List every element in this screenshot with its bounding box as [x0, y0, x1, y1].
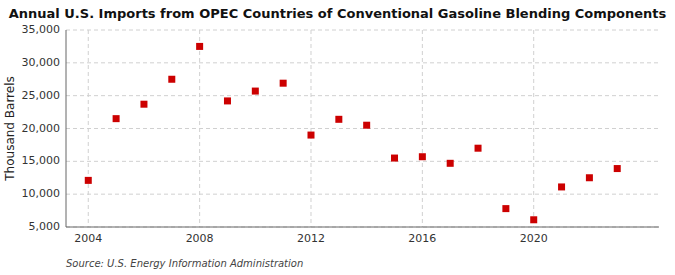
data-point [168, 76, 175, 83]
data-point [447, 160, 454, 167]
data-point [140, 101, 147, 108]
y-tick-label: 30,000 [22, 56, 61, 69]
y-grid-line [66, 128, 659, 129]
x-grid-line [310, 30, 311, 227]
x-tick-label: 2012 [297, 232, 325, 245]
data-point [113, 115, 120, 122]
data-point [252, 88, 259, 95]
y-grid-line [66, 227, 659, 228]
x-tick-label: 2004 [74, 232, 102, 245]
y-tick-label: 35,000 [22, 23, 61, 36]
points [85, 43, 621, 223]
y-tick-label: 15,000 [22, 154, 61, 167]
x-grid-line [88, 30, 89, 227]
chart-svg: 5,000 10,000 15,000 20,000 25,000 30,000 35,00… [0, 0, 675, 275]
data-point [419, 153, 426, 160]
grid [66, 30, 659, 227]
x-tick-label: 2020 [520, 232, 548, 245]
chart-container: 5,000 10,000 15,000 20,000 25,000 30,000 35,00… [0, 0, 675, 275]
chart-title: Annual U.S. Imports from OPEC Countries … [9, 6, 667, 21]
data-point [530, 216, 537, 223]
data-point [614, 165, 621, 172]
y-tick-label: 20,000 [22, 122, 61, 135]
x-axis-line [66, 227, 659, 228]
data-point [391, 155, 398, 162]
y-grid-line [66, 194, 659, 195]
data-point [196, 43, 203, 50]
y-grid-line [66, 62, 659, 63]
x-tick-label: 2016 [408, 232, 436, 245]
y-grid-line [66, 161, 659, 162]
y-tick-label: 25,000 [22, 89, 61, 102]
x-tick-label: 2008 [186, 232, 214, 245]
data-point [475, 145, 482, 152]
data-point [85, 177, 92, 184]
y-axis-line [66, 30, 67, 227]
data-point [502, 205, 509, 212]
y-grid-line [66, 95, 659, 96]
data-point [307, 132, 314, 139]
annotation: Source: U.S. Energy Information Administ… [66, 258, 303, 269]
x-grid-line [533, 30, 534, 227]
data-point [280, 80, 287, 87]
x-grid-line [422, 30, 423, 227]
y-axis-label: Thousand Barrels [3, 76, 17, 181]
data-point [335, 116, 342, 123]
y-tick-label: 10,000 [22, 187, 61, 200]
data-point [558, 183, 565, 190]
data-point [224, 97, 231, 104]
data-point [363, 122, 370, 129]
y-tick-label: 5,000 [29, 220, 61, 233]
x-grid-line [199, 30, 200, 227]
data-point [586, 174, 593, 181]
y-grid-line [66, 30, 659, 31]
